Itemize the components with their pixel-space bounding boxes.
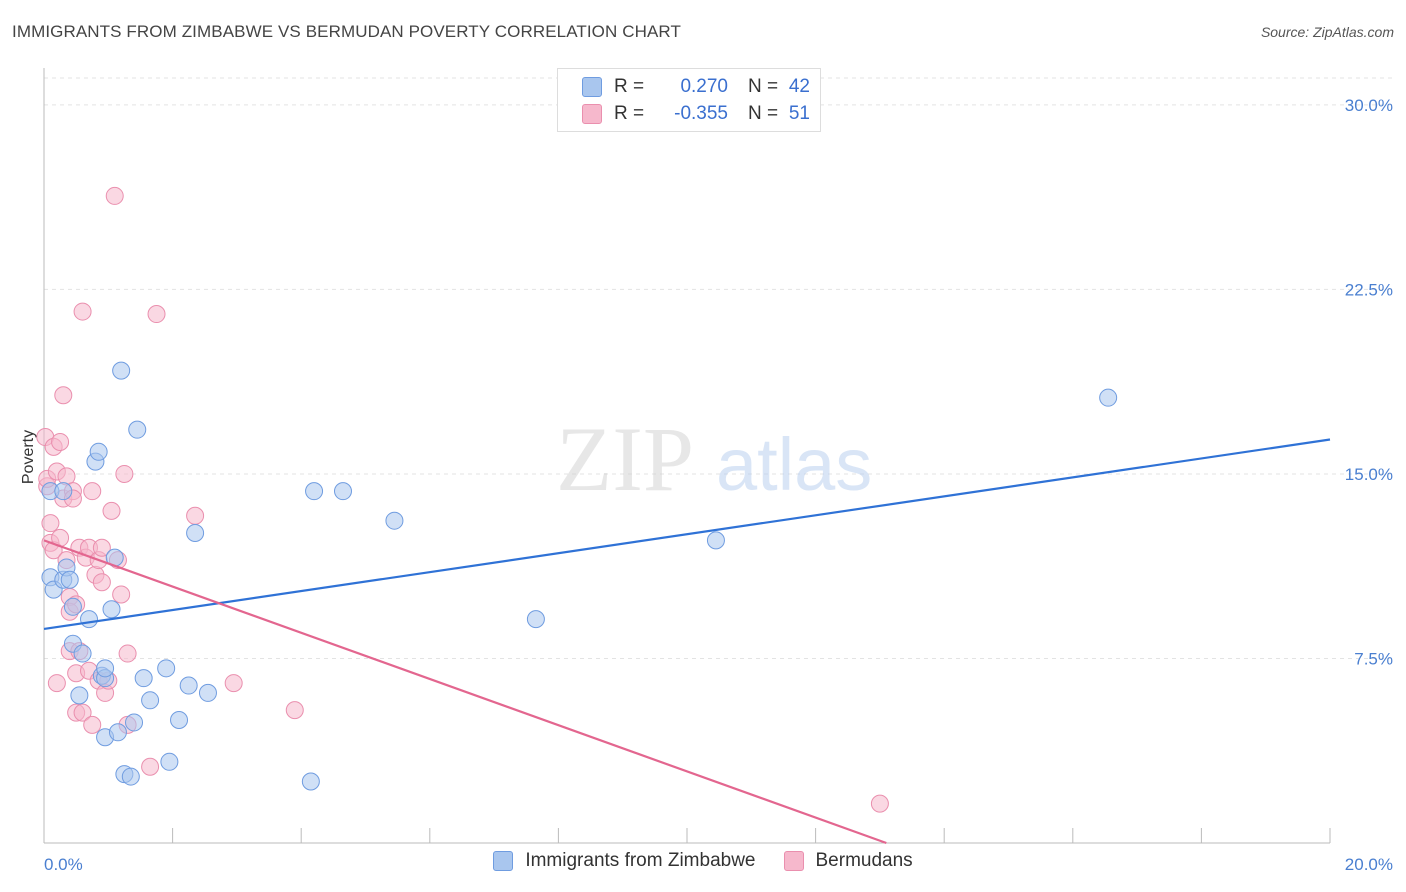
tick-labels: 7.5% 15.0% 22.5% 30.0% 0.0% 20.0% [44, 96, 1393, 874]
series-legend: Immigrants from Zimbabwe Bermudans [0, 850, 1406, 872]
zimbabwe-point [160, 752, 179, 771]
pink-swatch-icon [582, 104, 602, 124]
r-value: -0.355 [674, 103, 728, 124]
legend-row-bermudans: R = -0.355 N = 51 [582, 101, 810, 127]
zimbabwe-point [125, 713, 144, 732]
zimbabwe-point [301, 772, 320, 791]
trendlines [43, 438, 1331, 845]
bermudans-point [54, 386, 73, 405]
y-tick-label: 22.5% [1345, 280, 1393, 299]
bermudans-point [83, 482, 102, 501]
bermudans-point [115, 464, 134, 483]
zimbabwe-point [706, 531, 725, 550]
zimbabwe-point [1099, 388, 1118, 407]
y-tick-label: 30.0% [1345, 96, 1393, 115]
bermudans-point [112, 585, 131, 604]
x-tick-label: 20.0% [1345, 855, 1393, 874]
bermudans-point [83, 715, 102, 734]
zimbabwe-trendline [43, 438, 1331, 631]
r-label: R = [614, 76, 645, 97]
watermark-atlas: atlas [716, 423, 872, 506]
zimbabwe-point [73, 644, 92, 663]
zimbabwe-point [198, 683, 217, 702]
bermudans-point [92, 538, 111, 557]
zimbabwe-point [54, 482, 73, 501]
zimbabwe-point [186, 524, 205, 542]
bermudans-trendline [43, 539, 887, 845]
zimbabwe-point [102, 600, 121, 619]
zimbabwe-point [170, 710, 189, 729]
bermudans-point [102, 501, 121, 520]
bermudans-point [186, 506, 205, 525]
y-tick-label: 15.0% [1345, 465, 1393, 484]
zimbabwe-point [108, 723, 127, 742]
zimbabwe-point [96, 659, 115, 678]
r-value: 0.270 [680, 76, 728, 97]
blue-swatch-icon [493, 851, 514, 871]
n-value: 51 [788, 103, 810, 124]
axes [43, 68, 1331, 844]
zimbabwe-point [385, 511, 404, 530]
x-tick-label: 0.0% [44, 855, 83, 874]
zimbabwe-point [112, 361, 131, 380]
bermudans-point [92, 573, 111, 592]
zimbabwe-point [60, 570, 79, 589]
zimbabwe-point [128, 420, 147, 439]
bermudans-point [285, 701, 304, 720]
bermudans-point [147, 305, 166, 324]
bermudans-point [41, 514, 60, 533]
zimbabwe-point [157, 659, 176, 678]
legend-item-bermudans[interactable]: Bermudans [783, 850, 913, 872]
zimbabwe-point [80, 610, 99, 629]
zimbabwe-point [121, 767, 140, 786]
chart-title: IMMIGRANTS FROM ZIMBABWE VS BERMUDAN POV… [12, 22, 681, 41]
zimbabwe-point [305, 482, 324, 501]
zimbabwe-point [141, 691, 160, 710]
y-axis-label: Poverty [20, 430, 37, 484]
zimbabwe-point [333, 482, 352, 501]
bermudans-point [118, 644, 137, 663]
watermark-zip: ZIP [556, 408, 694, 510]
zimbabwe-points [41, 361, 1118, 791]
gridlines [44, 77, 1392, 659]
correlation-legend: R = 0.270 N = 42 R = -0.355 N = 51 [557, 68, 821, 132]
source-credit: Source: ZipAtlas.com [1260, 24, 1394, 40]
zimbabwe-point [134, 669, 153, 688]
zimbabwe-point [526, 610, 545, 629]
legend-item-zimbabwe[interactable]: Immigrants from Zimbabwe [493, 850, 756, 872]
bermudans-point [73, 703, 92, 722]
r-label: R = [614, 103, 645, 124]
bermudans-point [47, 674, 66, 693]
bermudans-point [73, 302, 92, 321]
n-value: 42 [788, 76, 810, 97]
bermudans-point [105, 186, 124, 205]
n-label: N = [748, 103, 779, 124]
zimbabwe-point [89, 442, 108, 461]
n-label: N = [748, 76, 779, 97]
legend-label: Immigrants from Zimbabwe [525, 850, 756, 871]
legend-row-zimbabwe: R = 0.270 N = 42 [582, 74, 810, 100]
bermudans-point [141, 757, 160, 776]
legend-label: Bermudans [815, 850, 913, 871]
bermudans-point [870, 794, 889, 813]
zimbabwe-point [70, 686, 89, 705]
zimbabwe-point [179, 676, 198, 695]
pink-swatch-icon [783, 851, 804, 871]
bermudans-point [224, 674, 243, 693]
y-tick-label: 7.5% [1354, 649, 1393, 668]
bermudans-point [51, 432, 70, 451]
blue-swatch-icon [582, 77, 602, 97]
zimbabwe-point [63, 597, 82, 616]
